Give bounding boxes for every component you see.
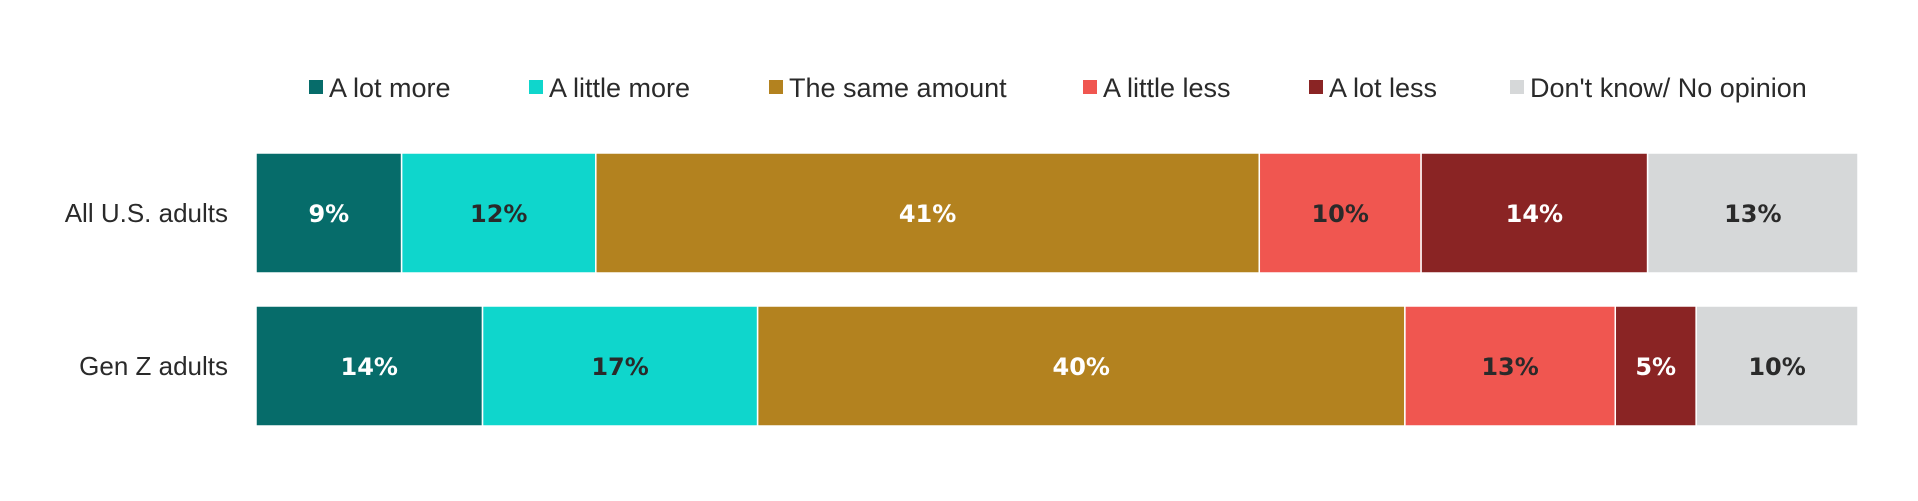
legend-swatch: [1510, 80, 1524, 94]
legend-swatch: [1309, 80, 1323, 94]
legend-swatch: [529, 80, 543, 94]
bar-segment: [1258, 152, 1422, 274]
bar-segment: [1404, 305, 1617, 427]
bar-row: 9% 12% 41% 10% 14% 13%: [255, 152, 1859, 274]
bar-segment: [255, 152, 403, 274]
category-label: Gen Z adults: [79, 351, 228, 381]
data-label: 10%: [1748, 353, 1805, 381]
legend-label: A little more: [549, 73, 690, 103]
legend-item: A little more: [529, 73, 690, 103]
data-label: 41%: [899, 200, 956, 228]
bar-segment: [481, 305, 759, 427]
legend-label: A lot more: [329, 73, 451, 103]
bar-segment: [1420, 152, 1649, 274]
legend: A lot more A little more The same amount A …: [309, 73, 1807, 103]
bar-segment: [400, 152, 597, 274]
bar-row: 14% 17% 40% 13% 5% 10%: [255, 305, 1859, 427]
legend-item: Don't know/ No opinion: [1510, 73, 1807, 103]
data-label: 17%: [591, 353, 648, 381]
category-label: All U.S. adults: [65, 198, 228, 228]
legend-swatch: [769, 80, 783, 94]
legend-label: A little less: [1103, 73, 1231, 103]
data-label: 40%: [1053, 353, 1110, 381]
bar-segment: [255, 305, 484, 427]
data-label: 5%: [1635, 353, 1676, 381]
legend-label: Don't know/ No opinion: [1530, 73, 1807, 103]
legend-label: The same amount: [789, 73, 1007, 103]
legend-label: A lot less: [1329, 73, 1437, 103]
bars: 9% 12% 41% 10% 14% 13% 14% 17% 40% 13% 5% 10%: [255, 152, 1859, 427]
data-label: 14%: [341, 353, 398, 381]
bar-segment: [756, 305, 1406, 427]
legend-item: The same amount: [769, 73, 1007, 103]
bar-segment: [1646, 152, 1859, 274]
category-labels: All U.S. adults Gen Z adults: [65, 198, 228, 381]
data-label: 9%: [308, 200, 349, 228]
data-label: 13%: [1481, 353, 1538, 381]
data-label: 10%: [1311, 200, 1368, 228]
legend-item: A lot less: [1309, 73, 1437, 103]
legend-swatch: [309, 80, 323, 94]
legend-item: A lot more: [309, 73, 451, 103]
bar-segment: [1695, 305, 1859, 427]
data-label: 12%: [470, 200, 527, 228]
data-label: 13%: [1724, 200, 1781, 228]
legend-swatch: [1083, 80, 1097, 94]
bar-segment: [595, 152, 1261, 274]
data-label: 14%: [1506, 200, 1563, 228]
legend-item: A little less: [1083, 73, 1231, 103]
